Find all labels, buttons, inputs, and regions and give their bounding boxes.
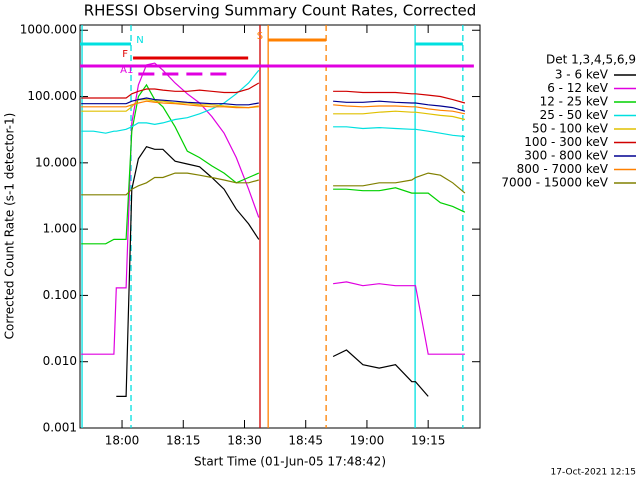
series-line [116,145,429,397]
y-tick-label: 1.000 [43,222,77,236]
flag-label: F [122,49,128,60]
legend-label: 12 - 25 keV [540,95,609,109]
flag-label: A1 [120,65,133,76]
x-axis-label: Start Time (01-Jun-05 17:48:42) [194,455,386,469]
series-line [81,62,465,355]
plot-frame [79,24,481,429]
y-tick-label: 0.001 [43,421,77,435]
legend-title: Det 1,3,4,5,6,9 [546,53,636,67]
flag-label: S [257,31,263,42]
legend-label: 800 - 7000 keV [517,162,609,176]
series-line [81,97,466,112]
chart-title: RHESSI Observing Summary Count Rates, Co… [84,2,477,20]
legend-label: 300 - 800 keV [524,149,608,163]
x-tick-label: 18:45 [288,434,323,448]
y-tick-label: 1000.000 [20,23,77,37]
y-axis-label: Corrected Count Rate (s-1 detector-1) [3,113,17,340]
x-tick-label: 19:00 [350,434,385,448]
legend-label: 25 - 50 keV [540,108,609,122]
x-tick-label: 18:15 [166,434,201,448]
legend-label: 7000 - 15000 keV [501,176,608,190]
series-line [81,100,466,115]
series-line [81,69,465,138]
y-tick-label: 10.000 [35,155,77,169]
series-line [81,172,466,196]
series-line [81,99,466,121]
series-line [81,82,466,104]
legend-label: 50 - 100 keV [532,122,609,136]
y-tick-label: 100.000 [27,89,77,103]
legend-label: 100 - 300 keV [524,135,608,149]
flag-label: N [136,35,143,46]
x-tick-label: 18:30 [227,434,262,448]
footer: 17-Oct-2021 12:15 [551,468,636,478]
legend-label: 3 - 6 keV [555,68,609,82]
legend-label: 6 - 12 keV [547,81,609,95]
x-tick-label: 19:15 [411,434,446,448]
y-tick-label: 0.100 [43,288,77,302]
x-tick-label: 18:00 [105,434,140,448]
y-tick-label: 0.010 [43,354,77,368]
